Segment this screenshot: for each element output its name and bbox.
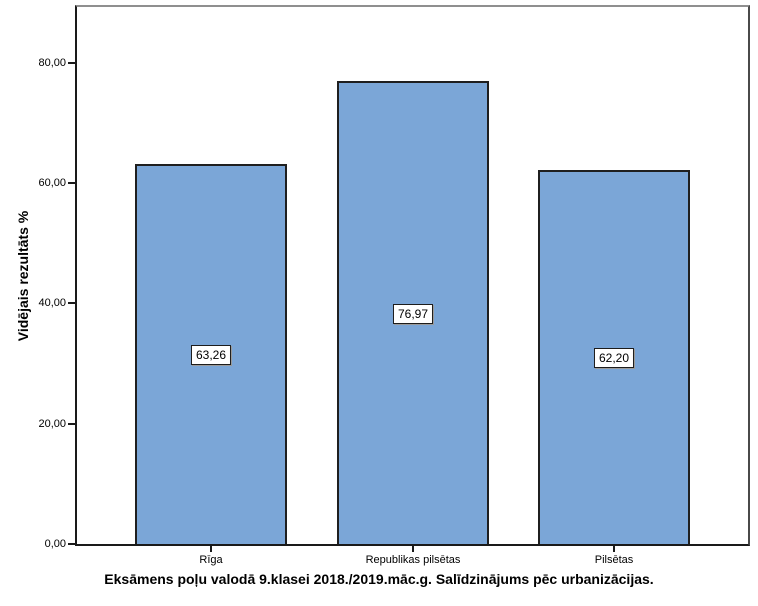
y-tick-label: 0,00 <box>44 538 66 550</box>
y-tick-label: 80,00 <box>38 57 66 69</box>
bar-value-label: 63,26 <box>190 345 232 365</box>
y-tick-mark <box>68 182 75 184</box>
bar: 63,26 <box>135 164 287 544</box>
plot-area: 63,26 76,97 62,20 <box>75 5 750 546</box>
y-tick-label: 60,00 <box>38 177 66 189</box>
x-category-label: Republikas pilsētas <box>365 554 461 566</box>
bar: 76,97 <box>337 81 489 544</box>
y-tick-mark <box>68 423 75 425</box>
y-tick-mark <box>68 543 75 545</box>
y-axis-title: Vidējais rezultāts % <box>15 210 31 342</box>
y-tick-label: 40,00 <box>38 297 66 309</box>
x-category-label: Rīga <box>199 554 223 566</box>
chart-title: Eksāmens poļu valodā 9.klasei 2018./2019… <box>104 571 654 587</box>
y-tick-mark <box>68 302 75 304</box>
y-tick-mark <box>68 62 75 64</box>
bar: 62,20 <box>538 170 690 544</box>
x-tick-mark <box>613 546 615 552</box>
x-tick-mark <box>210 546 212 552</box>
bar-value-label: 62,20 <box>593 348 635 368</box>
y-tick-label: 20,00 <box>38 418 66 430</box>
bar-value-label: 76,97 <box>392 303 434 324</box>
x-tick-mark <box>412 546 414 552</box>
x-category-label: Pilsētas <box>594 554 634 566</box>
